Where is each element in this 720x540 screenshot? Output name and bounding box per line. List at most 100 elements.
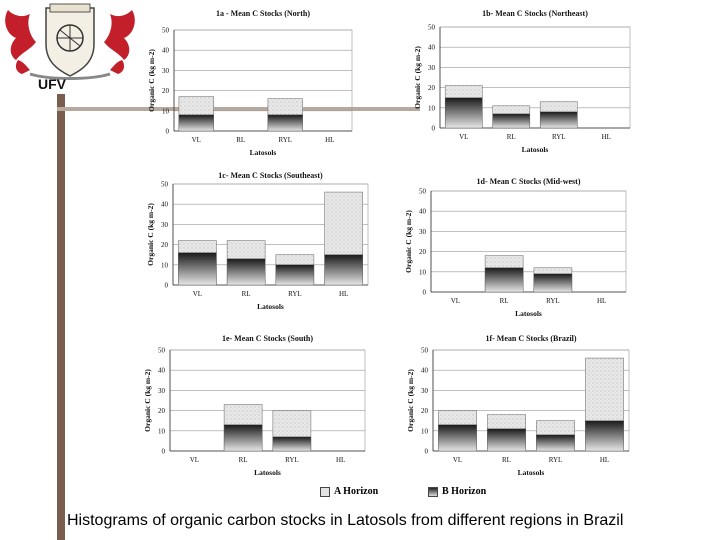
legend-label-b: B Horizon: [442, 486, 487, 497]
legend-swatch-b: [428, 486, 438, 497]
x-axis-label: Latosols: [257, 302, 284, 311]
y-tick-label: 20: [421, 407, 429, 415]
y-tick-label: 10: [428, 104, 436, 112]
y-tick-label: 10: [421, 427, 429, 435]
x-tick-label: HL: [597, 297, 606, 305]
y-tick-label: 30: [161, 221, 169, 229]
y-axis-label: Organic C (kg m-2): [413, 46, 422, 109]
bar-b-horizon: [445, 97, 483, 129]
y-tick-label: 40: [428, 44, 436, 52]
bar-b-horizon: [492, 113, 530, 129]
decorative-vertical-bar: [57, 94, 65, 540]
bar-b-horizon: [272, 436, 312, 452]
x-axis-label: Latosols: [515, 309, 542, 318]
bar-b-horizon: [178, 114, 214, 132]
y-tick-label: 50: [421, 347, 429, 355]
x-tick-label: HL: [600, 456, 609, 464]
y-tick-label: 40: [421, 367, 429, 375]
bar-b-horizon: [540, 111, 578, 129]
x-tick-label: RYL: [288, 290, 302, 298]
y-tick-label: 40: [162, 47, 170, 55]
x-tick-label: VL: [190, 456, 199, 464]
x-axis-label: Latosols: [250, 148, 277, 157]
y-axis-label: Organic C (kg m-2): [143, 369, 152, 432]
y-tick-label: 50: [158, 347, 166, 355]
y-axis-label: Organic C (kg m-2): [406, 369, 415, 432]
y-tick-label: 50: [161, 181, 169, 189]
y-tick-label: 0: [423, 289, 427, 297]
x-axis-label: Latosols: [254, 468, 281, 477]
x-tick-label: RYL: [546, 297, 560, 305]
chart-north: 1a - Mean C Stocks (North) 0 10 20 30 40 50 VL R…: [147, 9, 353, 157]
y-tick-label: 40: [158, 367, 166, 375]
bar-b-horizon: [487, 428, 526, 452]
bar-b-horizon: [178, 252, 217, 286]
bar-b-horizon: [267, 114, 303, 132]
x-tick-label: HL: [339, 290, 348, 298]
x-tick-label: RL: [500, 297, 509, 305]
x-tick-label: HL: [602, 133, 611, 141]
chart-title: 1b- Mean C Stocks (Northeast): [482, 9, 588, 18]
y-tick-label: 0: [432, 125, 436, 133]
chart-southeast: 1c- Mean C Stocks (Southeast) 0 10 20 30 40 50…: [146, 171, 369, 311]
x-tick-label: RL: [507, 133, 516, 141]
y-tick-label: 0: [162, 448, 166, 456]
decorative-horizontal-bar: [57, 107, 417, 111]
y-tick-label: 40: [419, 208, 427, 216]
bar-b-horizon: [484, 267, 524, 293]
x-tick-label: HL: [336, 456, 345, 464]
x-axis-label: Latosols: [518, 468, 545, 477]
chart-title: 1d- Mean C Stocks (Mid-west): [477, 177, 581, 186]
bar-b-horizon: [533, 273, 573, 293]
y-tick-label: 10: [161, 261, 169, 269]
y-axis-label: Organic C (kg m-2): [147, 49, 156, 112]
x-tick-label: RYL: [552, 133, 566, 141]
chart-title: 1f- Mean C Stocks (Brazil): [485, 334, 576, 343]
y-tick-label: 10: [158, 427, 166, 435]
legend-swatch-a: [320, 486, 330, 497]
y-tick-label: 30: [419, 228, 427, 236]
y-tick-label: 0: [166, 128, 170, 136]
x-tick-label: VL: [193, 290, 202, 298]
y-tick-label: 30: [428, 64, 436, 72]
y-tick-label: 20: [161, 241, 169, 249]
x-tick-label: HL: [325, 136, 334, 144]
y-tick-label: 20: [428, 84, 436, 92]
bar-b-horizon: [438, 424, 477, 452]
y-tick-label: 50: [162, 27, 170, 35]
x-tick-label: RYL: [285, 456, 299, 464]
bar-b-horizon: [536, 434, 575, 452]
bar-b-horizon: [585, 420, 624, 452]
x-axis-label: Latosols: [522, 145, 549, 154]
x-tick-label: VL: [192, 136, 201, 144]
legend-item-a: A Horizon: [320, 486, 378, 497]
y-tick-label: 50: [419, 188, 427, 196]
ufv-logo-text: UFV: [38, 76, 66, 92]
bar-b-horizon: [223, 424, 263, 452]
x-tick-label: VL: [459, 133, 468, 141]
chart-south: 1e- Mean C Stocks (South) 0 10 20 30 40 50 VL RL…: [143, 334, 366, 477]
chart-title: 1c- Mean C Stocks (Southeast): [218, 171, 323, 180]
legend-item-b: B Horizon: [428, 486, 486, 497]
y-tick-label: 40: [161, 201, 169, 209]
y-tick-label: 20: [162, 87, 170, 95]
x-tick-label: VL: [451, 297, 460, 305]
y-tick-label: 10: [419, 268, 427, 276]
bar-b-horizon: [324, 254, 363, 286]
plot-frame: [430, 190, 627, 293]
y-tick-label: 20: [158, 407, 166, 415]
y-tick-label: 0: [425, 448, 429, 456]
y-tick-label: 10: [162, 107, 170, 115]
chart-title: 1e- Mean C Stocks (South): [222, 334, 313, 343]
y-tick-label: 30: [162, 67, 170, 75]
x-tick-label: RL: [236, 136, 245, 144]
decorative-horizontal-bar-accent: [362, 107, 420, 111]
chart-title: 1a - Mean C Stocks (North): [216, 9, 310, 18]
chart-brazil: 1f- Mean C Stocks (Brazil) 0 10 20 30 40 50 VL R…: [406, 334, 630, 477]
y-axis-label: Organic C (kg m-2): [146, 203, 155, 266]
figure-caption: Histograms of organic carbon stocks in L…: [67, 512, 624, 529]
legend-label-a: A Horizon: [334, 486, 379, 497]
x-tick-label: VL: [453, 456, 462, 464]
y-tick-label: 50: [428, 24, 436, 32]
ufv-logo: [0, 0, 140, 100]
